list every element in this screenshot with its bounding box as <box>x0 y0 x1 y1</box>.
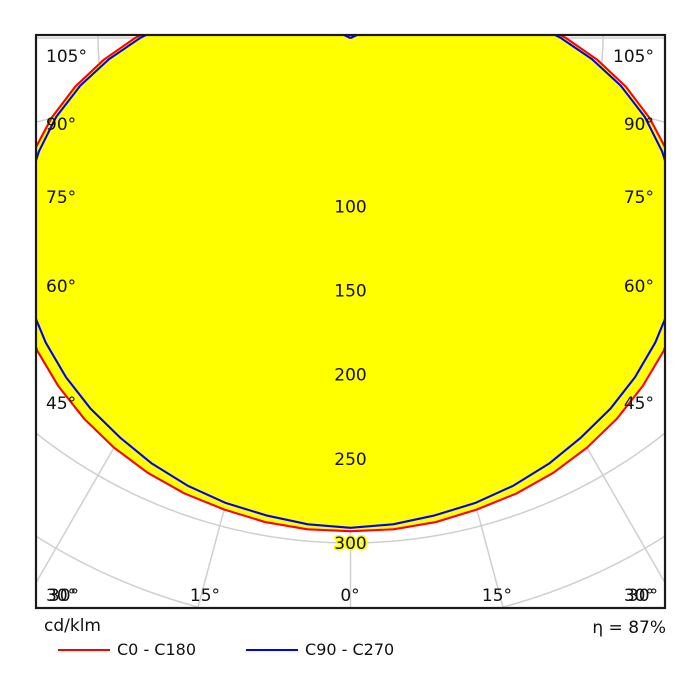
angle-label-right-105: 105° <box>613 47 654 67</box>
angle-label-left-90: 90° <box>46 115 76 135</box>
angle-label-bottom-0: 0° <box>340 586 359 606</box>
angle-label-left-75: 75° <box>46 188 76 208</box>
angle-label-left-45: 45° <box>46 394 76 414</box>
radial-label-halo-150: 150 <box>334 282 366 302</box>
angle-label-bottom--30: 30° <box>49 586 79 606</box>
angle-label-right-45: 45° <box>624 394 654 414</box>
plot-border <box>34 33 667 610</box>
angle-label-left-105: 105° <box>46 47 87 67</box>
angle-label-right-90: 90° <box>624 115 654 135</box>
grid-spoke--105 <box>0 0 269 16</box>
radial-label-halo-250: 250 <box>334 450 366 470</box>
legend-label-c0: C0 - C180 <box>117 640 197 659</box>
angle-label-bottom--15: 15° <box>190 586 220 606</box>
efficiency-label: η = 87% <box>592 618 666 638</box>
radial-tick-label-300: 300 <box>334 534 366 554</box>
angle-tick-labels: 105°90°75°60°45°30°105°90°75°60°45°30°30… <box>46 47 658 606</box>
radial-label-halo-300: 300 <box>334 534 366 554</box>
legend-unit-label: cd/klm <box>44 616 101 636</box>
angle-label-right-60: 60° <box>624 277 654 297</box>
radial-tick-label-200: 200 <box>334 366 366 386</box>
legend-label-c90: C90 - C270 <box>305 640 395 659</box>
angle-label-bottom-15: 15° <box>482 586 512 606</box>
angle-label-bottom-30: 30° <box>628 586 658 606</box>
radial-tick-label-100: 100 <box>334 197 366 217</box>
radial-tick-label-250: 250 <box>334 450 366 470</box>
legend: cd/klm C0 - C180 C90 - C270 <box>36 616 668 659</box>
legend-swatch-c0 <box>58 648 110 651</box>
curve-c90-c270 <box>37 36 664 529</box>
grid-spoke-105 <box>432 0 700 16</box>
radial-tick-label-150: 150 <box>334 282 366 302</box>
legend-swatch-c90 <box>246 648 299 651</box>
angle-label-right-30: 30° <box>624 586 654 606</box>
distribution-fill <box>37 36 664 532</box>
curve-c0-c180 <box>37 36 664 533</box>
angle-label-left-30: 30° <box>46 586 76 606</box>
legend-rows: C0 - C180 C90 - C270 <box>58 640 668 659</box>
radial-label-halo-100: 100 <box>334 197 366 217</box>
angle-label-left-60: 60° <box>46 277 76 297</box>
angle-label-right-75: 75° <box>624 188 654 208</box>
distribution-curves <box>37 36 664 533</box>
radial-label-halo-200: 200 <box>334 366 366 386</box>
